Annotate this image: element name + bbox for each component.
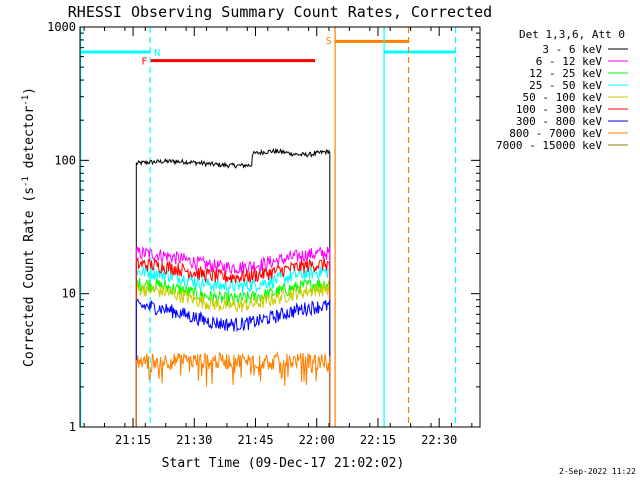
series-line-300-800-kev xyxy=(135,298,331,427)
x-axis-label: Start Time (09-Dec-17 21:02:02) xyxy=(162,456,405,471)
legend-label: 50 - 100 keV xyxy=(523,91,603,104)
x-tick-label: 22:00 xyxy=(299,433,335,447)
x-tick-label: 21:30 xyxy=(176,433,212,447)
chart-title: RHESSI Observing Summary Count Rates, Co… xyxy=(68,3,492,21)
plot-area: NF S xyxy=(80,27,457,427)
legend-label: 6 - 12 keV xyxy=(536,55,603,68)
legend-label: 300 - 800 keV xyxy=(516,115,602,128)
footer-timestamp: 2-Sep-2022 11:22 xyxy=(559,467,636,476)
x-tick-label: 22:30 xyxy=(421,433,457,447)
series-line-800-7000-kev xyxy=(135,351,331,427)
x-tick-label: 22:15 xyxy=(360,433,396,447)
night-flag-label: N xyxy=(154,48,160,59)
axes: 21:15 21:30 21:45 22:00 22:15 22:30 1 10 100 1000 xyxy=(47,20,480,447)
x-tick-label: 21:15 xyxy=(115,433,151,447)
y-tick-label: 10 xyxy=(62,287,76,301)
legend-label: 25 - 50 keV xyxy=(529,79,602,92)
legend-label: 800 - 7000 keV xyxy=(509,127,602,140)
x-tick-label: 21:45 xyxy=(237,433,273,447)
y-axis-label-end: ) xyxy=(22,87,37,95)
series-line-3-6-kev xyxy=(135,147,331,427)
series-line-50-100-kev xyxy=(135,282,331,427)
plot-frame xyxy=(79,26,481,428)
y-tick-label: 1 xyxy=(69,420,76,434)
flare-flag-label: F xyxy=(141,57,147,68)
legend-label: 7000 - 15000 keV xyxy=(496,139,602,152)
series-line-25-50-kev xyxy=(135,265,331,427)
legend-label: 3 - 6 keV xyxy=(542,43,602,56)
y-tick-label: 100 xyxy=(54,153,76,167)
legend-label: 100 - 300 keV xyxy=(516,103,602,116)
y-axis-label-sup2: -1 xyxy=(21,95,31,106)
series-line-100-300-kev xyxy=(135,256,331,427)
saa-flag-label: S xyxy=(326,36,332,47)
y-axis-label-main: Corrected Count Rate (s xyxy=(22,187,37,367)
y-axis-label: Corrected Count Rate (s-1 detector-1) xyxy=(21,87,37,367)
y-axis-label-sup1: -1 xyxy=(21,176,31,187)
y-tick-label: 1000 xyxy=(47,20,76,34)
series-line-6-12-kev xyxy=(135,245,331,427)
legend-header: Det 1,3,6, Att 0 xyxy=(519,28,625,41)
legend-label: 12 - 25 keV xyxy=(529,67,602,80)
y-axis-label-mid: detector xyxy=(22,106,37,177)
